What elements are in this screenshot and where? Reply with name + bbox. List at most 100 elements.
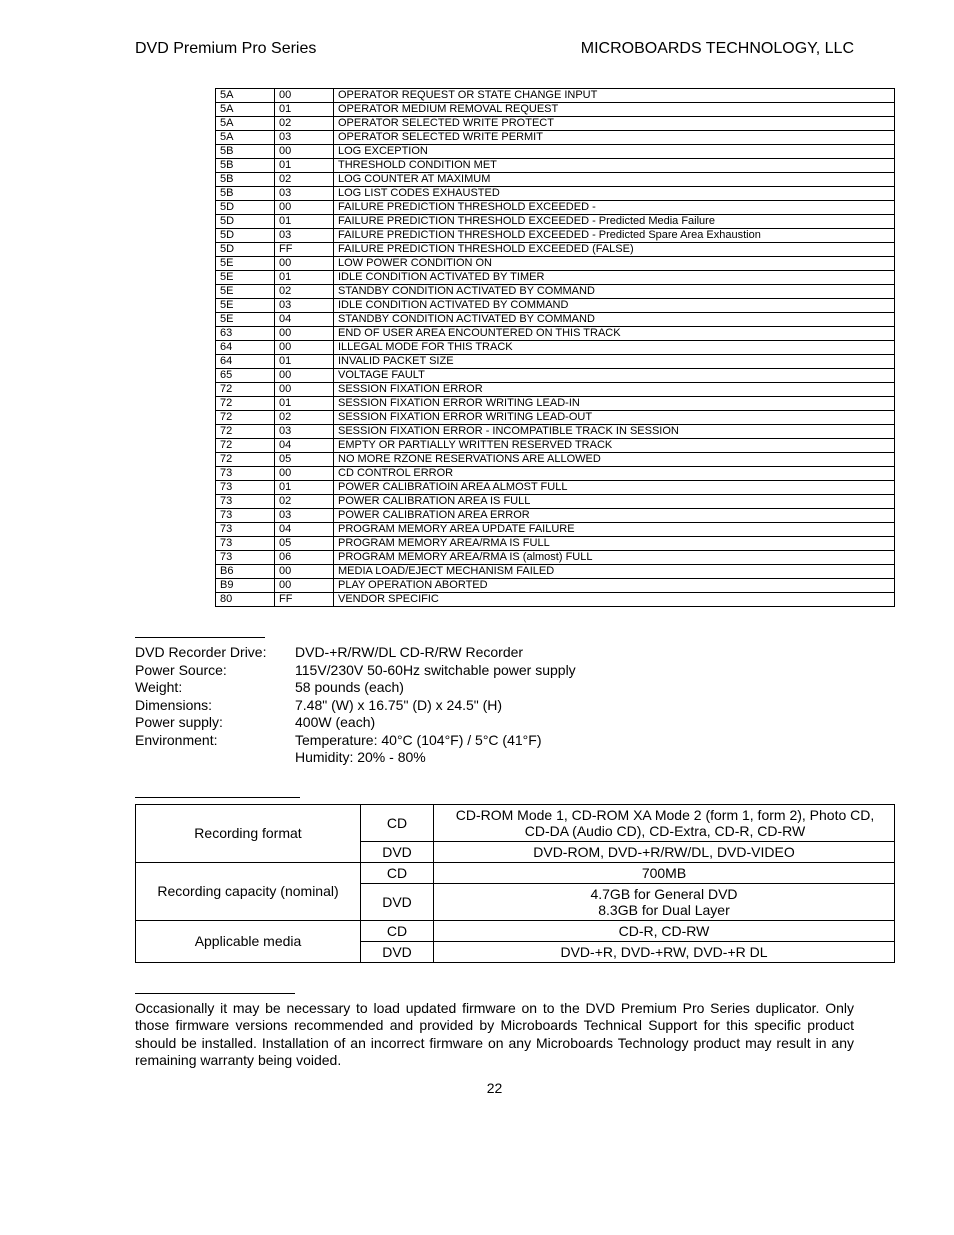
table-cell: FF	[275, 243, 334, 257]
table-cell: VOLTAGE FAULT	[334, 369, 895, 383]
table-cell: 5B	[216, 173, 275, 187]
table-cell: 5D	[216, 201, 275, 215]
specifications: DVD Recorder Drive:DVD-+R/RW/DL CD-R/RW …	[135, 644, 854, 767]
table-row: 5B02LOG COUNTER AT MAXIMUM	[216, 173, 895, 187]
applicable-media-cd-value: CD-R, CD-RW	[434, 920, 895, 941]
table-cell: 5E	[216, 257, 275, 271]
table-row: 6500VOLTAGE FAULT	[216, 369, 895, 383]
table-cell: 00	[275, 201, 334, 215]
table-cell: 5B	[216, 145, 275, 159]
spec-row: Humidity: 20% - 80%	[135, 749, 854, 767]
table-cell: PROGRAM MEMORY AREA/RMA IS (almost) FULL	[334, 551, 895, 565]
table-cell: 02	[275, 285, 334, 299]
table-row: 5D01FAILURE PREDICTION THRESHOLD EXCEEDE…	[216, 215, 895, 229]
table-cell: OPERATOR MEDIUM REMOVAL REQUEST	[334, 103, 895, 117]
table-cell: 73	[216, 481, 275, 495]
table-row: 7305PROGRAM MEMORY AREA/RMA IS FULL	[216, 537, 895, 551]
table-row: 7205NO MORE RZONE RESERVATIONS ARE ALLOW…	[216, 453, 895, 467]
section-rule-writer	[135, 797, 300, 798]
table-cell: 02	[275, 173, 334, 187]
table-cell: PROGRAM MEMORY AREA/RMA IS FULL	[334, 537, 895, 551]
table-row: 7300CD CONTROL ERROR	[216, 467, 895, 481]
table-cell: 04	[275, 523, 334, 537]
spec-row: Environment:Temperature: 40°C (104°F) / …	[135, 732, 854, 750]
spec-row: Power Source:115V/230V 50-60Hz switchabl…	[135, 662, 854, 680]
table-cell: 5B	[216, 187, 275, 201]
table-cell: IDLE CONDITION ACTIVATED BY TIMER	[334, 271, 895, 285]
table-cell: 00	[275, 565, 334, 579]
table-cell: THRESHOLD CONDITION MET	[334, 159, 895, 173]
table-cell: 02	[275, 117, 334, 131]
table-cell: 63	[216, 327, 275, 341]
table-row: 7304PROGRAM MEMORY AREA UPDATE FAILURE	[216, 523, 895, 537]
table-cell: LOG LIST CODES EXHAUSTED	[334, 187, 895, 201]
table-cell: 03	[275, 229, 334, 243]
media-cd: CD	[361, 862, 434, 883]
label-recording-format: Recording format	[136, 804, 361, 862]
table-cell: 5B	[216, 159, 275, 173]
table-cell: 5A	[216, 89, 275, 103]
table-cell: 03	[275, 425, 334, 439]
media-dvd: DVD	[361, 883, 434, 920]
table-cell: FAILURE PREDICTION THRESHOLD EXCEEDED - …	[334, 229, 895, 243]
table-cell: 64	[216, 355, 275, 369]
label-applicable-media: Applicable media	[136, 920, 361, 962]
table-row: 5DFFFAILURE PREDICTION THRESHOLD EXCEEDE…	[216, 243, 895, 257]
table-row: 7204EMPTY OR PARTIALLY WRITTEN RESERVED …	[216, 439, 895, 453]
table-row: 7201SESSION FIXATION ERROR WRITING LEAD-…	[216, 397, 895, 411]
table-cell: 00	[275, 467, 334, 481]
table-cell: CD CONTROL ERROR	[334, 467, 895, 481]
table-cell: 72	[216, 397, 275, 411]
table-row: 5B00LOG EXCEPTION	[216, 145, 895, 159]
table-cell: VENDOR SPECIFIC	[334, 593, 895, 607]
table-cell: B6	[216, 565, 275, 579]
table-cell: 65	[216, 369, 275, 383]
table-cell: 5E	[216, 271, 275, 285]
table-cell: PLAY OPERATION ABORTED	[334, 579, 895, 593]
table-cell: 00	[275, 369, 334, 383]
spec-label: Environment:	[135, 732, 295, 750]
table-cell: OPERATOR SELECTED WRITE PROTECT	[334, 117, 895, 131]
table-cell: 00	[275, 327, 334, 341]
table-row: 5B03LOG LIST CODES EXHAUSTED	[216, 187, 895, 201]
table-cell: 5E	[216, 299, 275, 313]
table-cell: 03	[275, 187, 334, 201]
spec-value: 400W (each)	[295, 714, 854, 732]
table-cell: 5D	[216, 215, 275, 229]
table-row: 7203SESSION FIXATION ERROR - INCOMPATIBL…	[216, 425, 895, 439]
table-cell: 72	[216, 439, 275, 453]
table-cell: 72	[216, 453, 275, 467]
table-cell: 00	[275, 145, 334, 159]
label-recording-capacity: Recording capacity (nominal)	[136, 862, 361, 920]
table-row: 7306PROGRAM MEMORY AREA/RMA IS (almost) …	[216, 551, 895, 565]
spec-value: 115V/230V 50-60Hz switchable power suppl…	[295, 662, 854, 680]
table-cell: 73	[216, 467, 275, 481]
table-row: 7202SESSION FIXATION ERROR WRITING LEAD-…	[216, 411, 895, 425]
table-cell: 01	[275, 159, 334, 173]
spec-label: Power supply:	[135, 714, 295, 732]
table-cell: OPERATOR SELECTED WRITE PERMIT	[334, 131, 895, 145]
table-cell: STANDBY CONDITION ACTIVATED BY COMMAND	[334, 285, 895, 299]
table-cell: FAILURE PREDICTION THRESHOLD EXCEEDED (F…	[334, 243, 895, 257]
table-cell: 05	[275, 537, 334, 551]
table-cell: NO MORE RZONE RESERVATIONS ARE ALLOWED	[334, 453, 895, 467]
table-cell: 73	[216, 523, 275, 537]
table-cell: OPERATOR REQUEST OR STATE CHANGE INPUT	[334, 89, 895, 103]
table-cell: 04	[275, 313, 334, 327]
page-header: DVD Premium Pro Series MICROBOARDS TECHN…	[135, 40, 854, 58]
table-cell: 72	[216, 425, 275, 439]
table-cell: FF	[275, 593, 334, 607]
header-left: DVD Premium Pro Series	[135, 40, 316, 58]
table-cell: 01	[275, 397, 334, 411]
spec-row: DVD Recorder Drive:DVD-+R/RW/DL CD-R/RW …	[135, 644, 854, 662]
table-row: 5B01THRESHOLD CONDITION MET	[216, 159, 895, 173]
recording-format-dvd-value: DVD-ROM, DVD-+R/RW/DL, DVD-VIDEO	[434, 841, 895, 862]
table-cell: 73	[216, 551, 275, 565]
recording-capacity-dvd-value: 4.7GB for General DVD8.3GB for Dual Laye…	[434, 883, 895, 920]
table-cell: 73	[216, 495, 275, 509]
table-cell: EMPTY OR PARTIALLY WRITTEN RESERVED TRAC…	[334, 439, 895, 453]
table-cell: 5E	[216, 285, 275, 299]
spec-value: 7.48" (W) x 16.75" (D) x 24.5" (H)	[295, 697, 854, 715]
table-cell: 05	[275, 453, 334, 467]
error-codes-table: 5A 00 OPERATOR REQUEST OR STATE CHANGE INP…	[215, 88, 895, 607]
